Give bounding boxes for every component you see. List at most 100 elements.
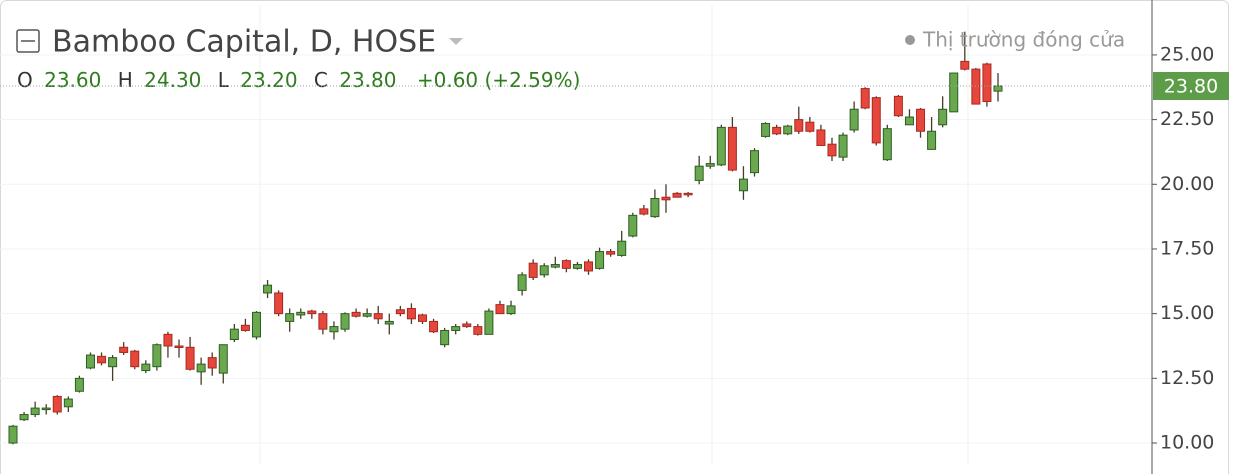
- candle-body: [19, 414, 29, 421]
- candle-body: [694, 165, 704, 181]
- candles: [8, 31, 1003, 445]
- candle-body: [406, 307, 416, 320]
- y-tick-label: 20.00: [1160, 173, 1214, 195]
- candle-body: [705, 163, 715, 167]
- candle-body: [794, 119, 804, 132]
- candle-body: [462, 323, 472, 328]
- candle-body: [606, 251, 616, 255]
- candle-body: [528, 262, 538, 278]
- candle-body: [838, 134, 848, 158]
- candle-body: [152, 344, 162, 368]
- candle-body: [52, 395, 62, 413]
- y-tick-label: 12.50: [1160, 367, 1214, 389]
- candle-body: [971, 68, 981, 105]
- candle-body: [384, 320, 394, 325]
- candle-body: [207, 357, 217, 369]
- dropdown-arrow[interactable]: [449, 38, 463, 45]
- candle-body: [429, 320, 439, 333]
- candle-body: [750, 150, 760, 174]
- change-value: +0.60 (+2.59%): [417, 68, 581, 92]
- candle-body: [628, 214, 638, 237]
- candle-body: [827, 143, 837, 157]
- close-label: C: [314, 68, 328, 92]
- candle-body: [285, 313, 295, 322]
- candle-body: [141, 363, 151, 372]
- candle-body: [517, 274, 527, 291]
- candle-body: [617, 240, 627, 256]
- last-price-label: 23.80: [1164, 75, 1218, 97]
- candle-body: [561, 260, 571, 269]
- candle-body: [362, 313, 372, 317]
- candle-body: [185, 346, 195, 370]
- candle-body: [30, 407, 40, 416]
- low-value: 23.20: [240, 68, 297, 92]
- status-dot: [905, 35, 915, 45]
- candle-body: [882, 128, 892, 161]
- candle-body: [473, 326, 483, 335]
- candle-body: [584, 261, 594, 272]
- candle-body: [351, 311, 361, 317]
- candle-body: [960, 60, 970, 70]
- candle-body: [63, 398, 73, 408]
- candle-body: [85, 354, 95, 369]
- high-value: 24.30: [144, 68, 201, 92]
- candle-body: [163, 333, 173, 347]
- candle-body: [949, 72, 959, 113]
- candle-body: [860, 88, 870, 109]
- candle-body: [218, 344, 228, 374]
- candle-body: [893, 95, 903, 117]
- high-label: H: [118, 68, 133, 92]
- close-value: 23.80: [339, 68, 396, 92]
- y-tick-label: 25.00: [1160, 43, 1214, 65]
- candle-body: [229, 328, 239, 341]
- candle-body: [251, 311, 261, 338]
- candle-body: [329, 326, 339, 333]
- last-price-box: [1153, 71, 1229, 100]
- candle-body: [506, 305, 516, 315]
- candle-body: [340, 313, 350, 330]
- open-value: 23.60: [44, 68, 101, 92]
- candle-body: [595, 251, 605, 269]
- candle-body: [727, 126, 737, 171]
- y-tick-label: 10.00: [1160, 432, 1214, 454]
- candle-body: [683, 192, 693, 196]
- open-label: O: [17, 68, 33, 92]
- candle-body: [916, 108, 926, 132]
- candle-body: [871, 97, 881, 144]
- candle-body: [805, 121, 815, 132]
- candle-body: [373, 313, 383, 320]
- y-tick-label: 17.50: [1160, 237, 1214, 259]
- candle-body: [395, 309, 405, 315]
- candle-body: [296, 311, 306, 316]
- candle-body: [550, 263, 560, 268]
- candle-body: [650, 198, 660, 218]
- candle-body: [263, 284, 273, 294]
- candle-body: [639, 208, 649, 215]
- candle-body: [982, 63, 992, 103]
- grid: [0, 54, 1152, 444]
- ohlc-legend: O 23.60 H 24.30 L 23.20 C 23.80 +0.60 (+…: [17, 68, 580, 92]
- candle-body: [716, 126, 726, 166]
- chart-title: Bamboo Capital, D, HOSE: [52, 25, 436, 60]
- candle-body: [307, 310, 317, 315]
- low-label: L: [218, 68, 230, 92]
- candle-body: [417, 314, 427, 322]
- candle-body: [849, 108, 859, 131]
- candle-body: [274, 292, 284, 315]
- candle-body: [816, 129, 826, 146]
- candle-body: [572, 263, 582, 269]
- candle-body: [672, 192, 682, 198]
- candle-body: [772, 126, 782, 135]
- candle-body: [41, 407, 51, 411]
- candle-body: [661, 196, 671, 201]
- candle-body: [451, 326, 461, 331]
- candle-body: [440, 329, 450, 346]
- candle-body: [119, 346, 129, 353]
- candle-body: [108, 357, 118, 368]
- candle-body: [8, 425, 18, 444]
- candle-body: [97, 355, 107, 364]
- candle-body: [74, 377, 84, 392]
- candle-body: [993, 85, 1003, 92]
